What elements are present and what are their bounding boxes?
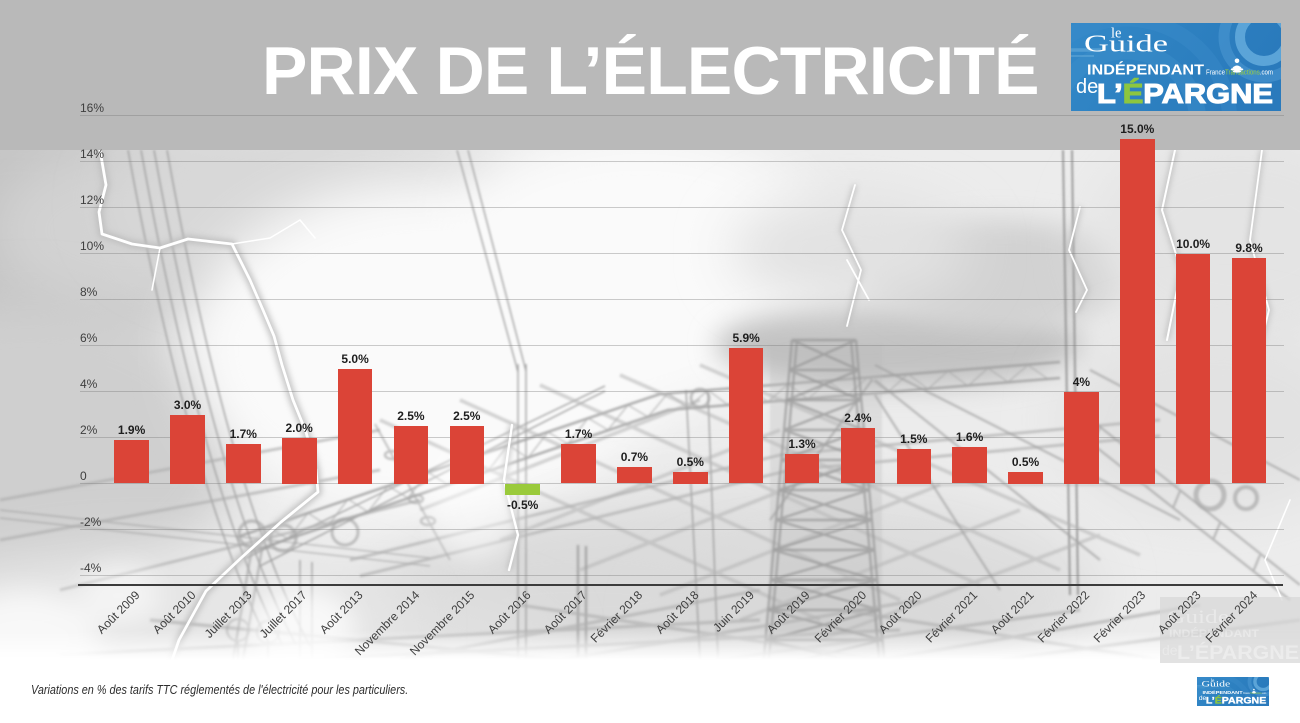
svg-text:Guide: Guide [1201, 680, 1230, 689]
svg-text:L’ÉPARGNE: L’ÉPARGNE [1177, 642, 1299, 663]
svg-text:FranceTransactions.com: FranceTransactions.com [1206, 70, 1273, 77]
svg-text:le: le [1211, 679, 1215, 684]
svg-text:L’ÉPARGNE: L’ÉPARGNE [1097, 78, 1273, 109]
svg-text:L’ÉPARGNE: L’ÉPARGNE [1206, 695, 1266, 706]
svg-text:de: de [1199, 695, 1207, 702]
svg-text:de: de [1076, 76, 1098, 98]
svg-text:Guide: Guide [1167, 607, 1229, 628]
svg-text:le: le [1186, 600, 1194, 612]
svg-text:le: le [1111, 26, 1121, 42]
svg-text:INDÉPENDANT: INDÉPENDANT [1202, 688, 1243, 696]
svg-text:de: de [1162, 642, 1178, 658]
svg-text:INDÉPENDANT: INDÉPENDANT [1087, 62, 1204, 79]
svg-text:INDÉPENDANT: INDÉPENDANT [1169, 627, 1259, 640]
svg-text:FranceTransactions.com: FranceTransactions.com [1243, 692, 1266, 695]
svg-text:Guide: Guide [1084, 32, 1168, 58]
